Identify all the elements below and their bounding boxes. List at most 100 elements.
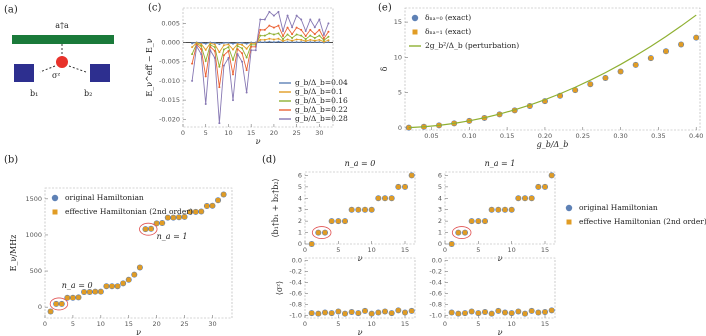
point (329, 310, 334, 316)
point (218, 51, 221, 54)
y-tick-label: -0.020 (159, 115, 180, 123)
x-tick-label: 10 (508, 246, 516, 254)
chart-title: n_a = 0 (345, 159, 376, 168)
point (286, 38, 289, 41)
point (263, 34, 266, 37)
point (259, 41, 262, 44)
point (536, 310, 541, 315)
point (496, 207, 501, 212)
point (241, 41, 244, 44)
point (53, 301, 59, 307)
point (309, 41, 312, 44)
x-axis-label: g_b/Δ_b (537, 140, 569, 149)
point (204, 59, 207, 62)
point (236, 43, 239, 46)
highlight (139, 222, 158, 236)
plot-frame (304, 257, 416, 319)
point (313, 36, 316, 39)
x-tick-label: 30 (208, 320, 216, 328)
x-tick-label: 15 (125, 320, 133, 328)
point (291, 41, 294, 44)
y-axis-label: ⟨σᶻ⟩ (275, 281, 284, 295)
x-tick-label: 5 (476, 246, 480, 254)
y-tick-label: 6 (298, 171, 302, 179)
point (318, 41, 321, 44)
point (191, 53, 194, 56)
x-axis-label: ν (256, 137, 261, 146)
point (502, 207, 508, 212)
chart: 0.05 0.10 0.15 0.20 0.25 0.30 0.35 0.40 0 5 10 15 g_… (378, 3, 703, 150)
point (232, 58, 234, 61)
point (527, 103, 533, 109)
legend-label: g_b/Δ_b=0.16 (295, 96, 348, 105)
point (200, 43, 203, 46)
point (322, 310, 328, 315)
point (222, 64, 225, 67)
point (204, 48, 207, 51)
point (263, 38, 266, 41)
point (209, 49, 212, 52)
x-tick-label: 0.25 (576, 132, 590, 140)
point (522, 311, 528, 316)
point (313, 41, 316, 44)
point (259, 38, 262, 41)
point (329, 218, 334, 224)
point (245, 91, 248, 94)
diagram-label: a†a (55, 21, 69, 30)
x-axis-label: ν (498, 328, 503, 336)
x-axis-label: ν (358, 254, 363, 263)
legend-label: effective Hamiltonian (2nd order) (579, 217, 706, 226)
point (318, 34, 321, 37)
point (286, 14, 289, 17)
chart: 0 5 10 15 20 25 30 0.005 0.000 -0.005 -0.010 -0.015… (145, 3, 348, 147)
point (349, 207, 354, 212)
legend-label: δₙₐ₌₀ (exact) (425, 13, 471, 22)
point (268, 32, 271, 35)
x-tick-label: 0 (443, 320, 447, 328)
point (318, 18, 321, 21)
y-tick-label: 5 (298, 183, 302, 191)
point (277, 40, 280, 43)
chart: 0 5 10 15 20 25 30 0 500 1000 1500 ν E_ν/MHz (b) n_a =… (4, 155, 233, 336)
point (236, 53, 239, 56)
point (182, 214, 187, 220)
point (193, 209, 198, 215)
point (557, 93, 563, 98)
y-tick-label: -0.015 (159, 96, 180, 104)
point (200, 45, 203, 48)
y-tick-label: -0.010 (159, 77, 180, 85)
panel-label: (a) (4, 5, 18, 16)
legend-label: g_b/Δ_b=0.1 (295, 87, 343, 96)
point (313, 39, 316, 42)
point (342, 311, 348, 316)
point (210, 203, 215, 208)
point (48, 309, 53, 314)
point (376, 196, 381, 201)
x-axis-label: ν (136, 328, 141, 336)
point (236, 48, 239, 51)
point (389, 310, 394, 316)
x-tick-label: 0 (181, 129, 185, 137)
point (402, 184, 408, 190)
point (456, 311, 461, 316)
point (509, 310, 514, 316)
y-tick-label: 0 (398, 124, 402, 132)
point (536, 184, 541, 190)
point (259, 28, 262, 31)
point (115, 284, 120, 289)
y-axis-label: E_ν^eff − E_ν (145, 38, 154, 96)
point (462, 310, 468, 316)
point (263, 28, 266, 31)
y-tick-label: -1.0 (429, 311, 442, 319)
point (300, 38, 303, 41)
point (516, 309, 521, 314)
point (137, 265, 143, 270)
point (389, 196, 394, 201)
y-tick-label: 0.0 (292, 257, 302, 265)
point (349, 309, 354, 315)
coupling-line (68, 65, 87, 73)
point (65, 295, 70, 300)
point (469, 309, 474, 314)
point (165, 215, 171, 220)
point (356, 310, 361, 316)
